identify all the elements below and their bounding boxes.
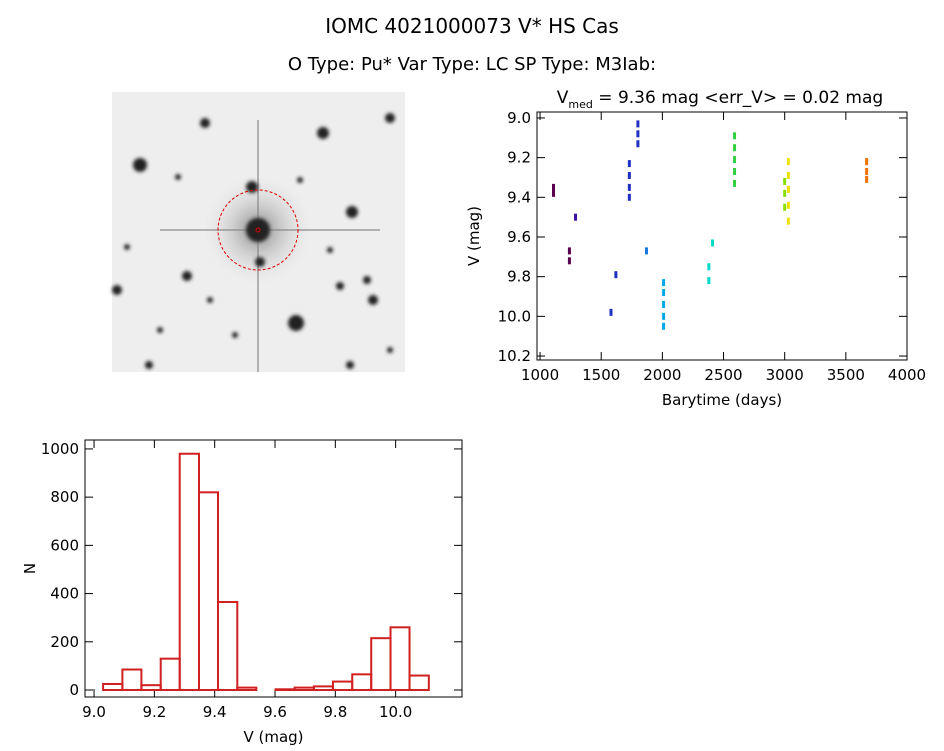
plot-frame [536, 111, 908, 361]
y-tick-label: 9.8 [507, 268, 531, 286]
bar [178, 452, 201, 692]
x-axis-label: Barytime (days) [662, 391, 782, 409]
y-tick-label: 10.2 [498, 347, 531, 365]
point [636, 120, 640, 128]
point [733, 132, 737, 140]
title-subscript: med [568, 98, 592, 111]
point [786, 217, 790, 225]
bar [370, 637, 392, 692]
y-tick-label: 9.0 [507, 109, 531, 127]
point [567, 247, 571, 255]
point [865, 168, 869, 176]
y-axis-label: V (mag) [465, 206, 483, 266]
title-part: = 9.36 mag <err_V> = 0.02 mag [593, 88, 883, 108]
point [733, 156, 737, 164]
plot-frame [84, 439, 463, 698]
point [627, 183, 631, 191]
point [636, 140, 640, 148]
title-part: V [557, 88, 569, 108]
bar [236, 686, 258, 692]
point [865, 175, 869, 183]
y-tick-label: 9.4 [507, 188, 531, 206]
x-tick-label: 2500 [704, 366, 742, 384]
bar [351, 673, 373, 692]
y-tick-label: 200 [50, 633, 79, 651]
y-tick-label: 1000 [41, 440, 79, 458]
point [662, 312, 666, 320]
x-tick-label: 10.0 [379, 703, 412, 721]
bar [102, 682, 124, 692]
bar [331, 680, 354, 692]
y-axis-label: N [21, 563, 39, 574]
point [662, 300, 666, 308]
point [662, 289, 666, 297]
point [662, 279, 666, 287]
page-title: IOMC 4021000073 V* HS Cas [325, 14, 619, 38]
point [733, 179, 737, 187]
sky-image [112, 92, 405, 372]
bar [140, 684, 162, 692]
bar [293, 686, 315, 692]
point [552, 183, 556, 191]
x-tick-label: 9.4 [203, 703, 227, 721]
point [865, 158, 869, 166]
x-tick-label: 9.6 [263, 703, 287, 721]
x-tick-label: 9.8 [323, 703, 347, 721]
x-tick-label: 3000 [766, 366, 804, 384]
bar [159, 657, 181, 692]
point [636, 130, 640, 138]
point [644, 247, 648, 255]
x-tick-label: 9.2 [142, 703, 166, 721]
x-tick-label: 4000 [888, 366, 926, 384]
bar [198, 491, 220, 692]
point [707, 263, 711, 271]
point [627, 160, 631, 168]
y-tick-label: 800 [50, 488, 79, 506]
point [786, 171, 790, 179]
point [567, 257, 571, 265]
point [574, 213, 578, 221]
x-tick-label: 3500 [827, 366, 865, 384]
x-axis-label: V (mag) [243, 728, 303, 746]
bar [312, 685, 334, 692]
bar [408, 674, 430, 692]
point [783, 189, 787, 197]
x-tick-label: 9.0 [82, 703, 106, 721]
y-tick-label: 0 [69, 681, 79, 699]
y-tick-label: 600 [50, 536, 79, 554]
point [783, 203, 787, 211]
page-subtitle: O Type: Pu* Var Type: LC SP Type: M3Iab: [288, 54, 656, 75]
bar [274, 688, 296, 692]
point [627, 193, 631, 201]
point [711, 239, 715, 247]
point [552, 189, 556, 197]
point [614, 271, 618, 279]
point [786, 185, 790, 193]
point [609, 308, 613, 316]
point [783, 177, 787, 185]
point [707, 277, 711, 285]
y-tick-label: 400 [50, 585, 79, 603]
y-tick-label: 10.0 [498, 307, 531, 325]
point [786, 201, 790, 209]
plot-title: Vmed = 9.36 mag <err_V> = 0.02 mag [557, 88, 883, 111]
y-tick-label: 9.2 [507, 149, 531, 167]
point [733, 144, 737, 152]
bar [121, 668, 143, 692]
bar [217, 601, 239, 692]
x-tick-label: 1500 [582, 366, 620, 384]
point [662, 322, 666, 330]
bar [389, 626, 411, 692]
point [627, 171, 631, 179]
y-tick-label: 9.6 [507, 228, 531, 246]
x-tick-label: 2000 [643, 366, 681, 384]
point [786, 158, 790, 166]
point [733, 168, 737, 176]
x-tick-label: 1000 [521, 366, 559, 384]
